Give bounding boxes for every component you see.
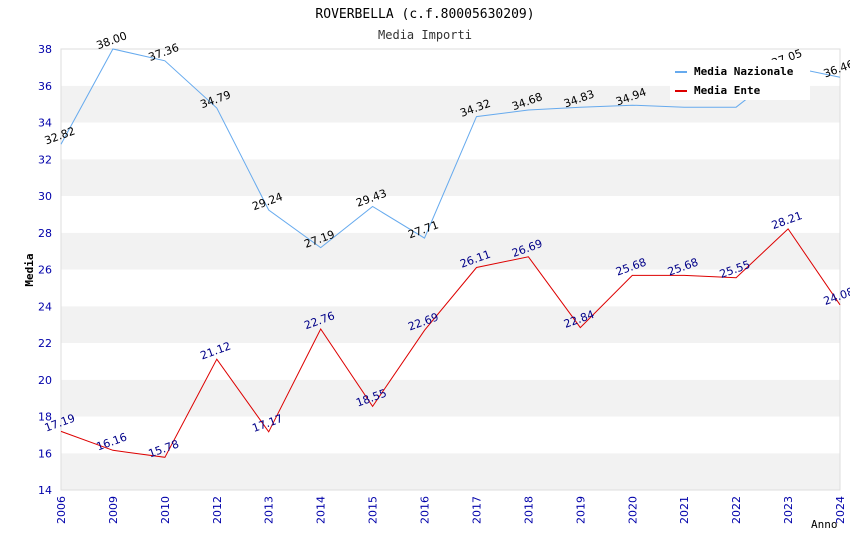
x-tick-label: 2015 xyxy=(367,496,380,524)
series-line-media-nazionale xyxy=(60,48,841,249)
series-lines xyxy=(60,48,841,458)
y-tick-label: 28 xyxy=(38,227,52,240)
series-line-media-ente xyxy=(60,228,841,458)
y-tick-label: 14 xyxy=(38,484,52,497)
grid-band xyxy=(61,416,840,454)
chart-subtitle: Media Importi xyxy=(378,28,472,42)
y-tick-label: 38 xyxy=(38,43,52,56)
grid-band xyxy=(61,232,840,270)
y-axis-ticks: 14 16 18 20 22 24 26 28 30 32 34 36 38 xyxy=(38,43,52,497)
y-tick-label: 32 xyxy=(38,153,52,166)
x-tick-label: 2024 xyxy=(834,496,847,524)
x-axis-label: Anno xyxy=(811,518,838,531)
x-tick-label: 2019 xyxy=(574,496,587,524)
grid-band xyxy=(61,122,840,160)
x-tick-label: 2006 xyxy=(55,496,68,524)
grid-band xyxy=(61,269,840,307)
x-tick-label: 2020 xyxy=(626,496,639,524)
grid-band xyxy=(61,196,840,233)
y-tick-label: 22 xyxy=(38,337,52,350)
y-tick-label: 24 xyxy=(38,300,52,313)
x-tick-label: 2022 xyxy=(730,496,743,524)
x-tick-label: 2016 xyxy=(419,496,432,524)
y-tick-label: 30 xyxy=(38,190,52,203)
y-axis-label: Media xyxy=(23,253,36,286)
legend-label-ente: Media Ente xyxy=(694,84,761,97)
y-tick-label: 34 xyxy=(38,117,52,130)
grid-band xyxy=(61,379,840,417)
y-tick-label: 18 xyxy=(38,411,52,424)
y-tick-label: 36 xyxy=(38,80,52,93)
x-tick-label: 2023 xyxy=(782,496,795,524)
x-tick-label: 2021 xyxy=(678,496,691,524)
legend: Media Nazionale Media Ente xyxy=(670,60,810,100)
x-tick-label: 2009 xyxy=(107,496,120,524)
grid-band xyxy=(61,306,840,343)
x-tick-label: 2012 xyxy=(211,496,224,524)
plot-border xyxy=(60,48,841,491)
x-tick-label: 2014 xyxy=(315,496,328,524)
y-tick-label: 20 xyxy=(38,374,52,387)
y-tick-label: 16 xyxy=(38,447,52,460)
grid-band xyxy=(61,343,840,380)
legend-box xyxy=(670,60,810,100)
x-tick-label: 2018 xyxy=(522,496,535,524)
chart-title: ROVERBELLA (c.f.80005630209) xyxy=(315,7,534,22)
legend-label-nazionale: Media Nazionale xyxy=(694,65,794,78)
y-tick-label: 26 xyxy=(38,264,52,277)
grid-band xyxy=(61,453,840,490)
x-tick-label: 2017 xyxy=(470,496,483,524)
grid-bands xyxy=(60,48,841,491)
x-axis-ticks: 2006 2009 2010 2012 2013 2014 2015 2016 2017 2018… xyxy=(55,496,847,524)
x-tick-label: 2010 xyxy=(159,496,172,524)
x-tick-label: 2013 xyxy=(263,496,276,524)
